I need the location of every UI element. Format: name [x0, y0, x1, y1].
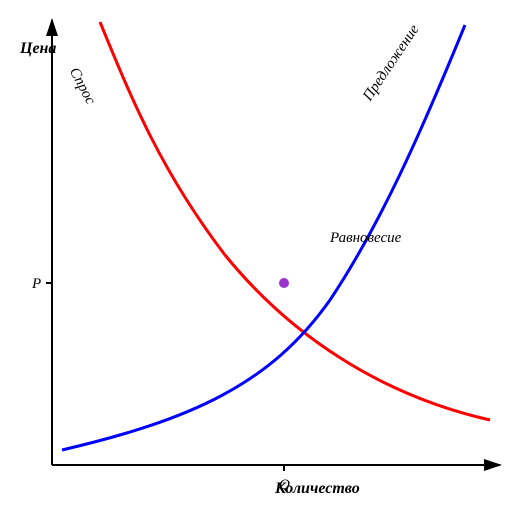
demand-curve [100, 22, 490, 420]
quantity-tick-label: Q [279, 477, 290, 494]
equilibrium-label: Равновесие [330, 230, 401, 247]
equilibrium-point [279, 278, 289, 288]
y-axis-label: Цена [20, 40, 56, 58]
chart-container: Цена Количество Предложение Спрос Равнов… [0, 0, 517, 517]
price-tick-label: P [32, 276, 41, 293]
supply-curve [62, 25, 465, 450]
